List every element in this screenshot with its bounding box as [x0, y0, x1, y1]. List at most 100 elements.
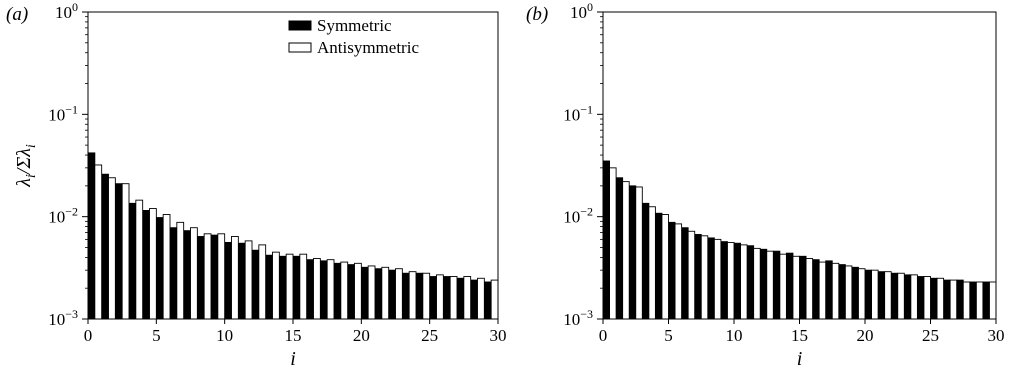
bar [217, 233, 226, 320]
bar [422, 272, 431, 320]
bar [838, 264, 846, 320]
bar [851, 266, 859, 320]
bar [903, 274, 912, 320]
y-tick-label: 10−3 [48, 307, 78, 329]
bar [162, 214, 171, 320]
bar [149, 208, 157, 320]
bar [108, 177, 116, 320]
bar [949, 279, 958, 320]
bar [169, 227, 178, 320]
bar [772, 250, 781, 320]
bar [313, 258, 321, 320]
bar [864, 269, 872, 320]
x-tick-label: 10 [216, 326, 233, 345]
bar [825, 260, 833, 320]
bar [114, 183, 123, 320]
bar [897, 272, 905, 320]
x-tick-label: 0 [84, 326, 93, 345]
x-tick-label: 0 [599, 326, 608, 345]
bar [753, 247, 761, 320]
legend-entry: Symmetric [317, 16, 392, 35]
bar [936, 277, 945, 320]
bar [962, 281, 971, 320]
bar [812, 259, 820, 320]
bar [766, 250, 774, 320]
bar [668, 221, 676, 320]
bar [733, 242, 741, 320]
bar [183, 230, 191, 320]
bar [244, 240, 253, 320]
bar [354, 262, 362, 320]
bar [477, 277, 485, 320]
bar [367, 265, 376, 320]
bar [340, 261, 349, 320]
bar [805, 258, 814, 320]
y-tick-label: 100 [570, 0, 593, 22]
chart-panel-b: 0 5 10 15 20 25 30 100 10−1 10−2 10−3 i (b) [526, 0, 1005, 370]
bar [381, 266, 390, 320]
bar [306, 259, 314, 320]
bar [490, 279, 499, 320]
bar [374, 268, 383, 320]
x-tick-label: 20 [353, 326, 370, 345]
bar [975, 281, 984, 320]
bar [203, 233, 212, 320]
legend-entry: Antisymmetric [317, 38, 419, 57]
bar [101, 173, 109, 320]
bar [299, 253, 308, 320]
bar [470, 279, 478, 320]
bar [436, 274, 444, 320]
bar [142, 210, 150, 320]
bar [759, 248, 768, 320]
bar [707, 237, 715, 320]
bar [265, 254, 273, 320]
bar [622, 181, 630, 320]
bar [674, 223, 683, 320]
bar [196, 236, 205, 320]
bar [694, 234, 702, 320]
bar [641, 202, 650, 320]
bar [858, 268, 866, 320]
bar [687, 230, 696, 320]
bar [408, 271, 417, 320]
bar [258, 244, 267, 320]
bar [602, 160, 610, 320]
legend-swatch [288, 20, 312, 31]
bar [681, 227, 689, 320]
bar [628, 185, 637, 320]
bar [720, 241, 728, 320]
bar [415, 272, 424, 320]
bar [746, 245, 755, 320]
x-tick-label: 10 [726, 326, 743, 345]
bar [347, 264, 355, 320]
x-tick-label: 15 [285, 326, 302, 345]
bar [285, 253, 294, 320]
bar [483, 281, 492, 320]
bar [401, 272, 410, 320]
bar [94, 164, 103, 320]
bar [463, 276, 472, 320]
bar [956, 279, 964, 320]
x-tick-label: 30 [988, 326, 1005, 345]
panel-label: (a) [6, 4, 28, 25]
bar [292, 255, 301, 320]
bar [799, 255, 807, 320]
bar [884, 271, 892, 320]
y-tick-label: 10−1 [563, 102, 593, 124]
bar [224, 241, 232, 320]
x-tick-label: 30 [490, 326, 507, 345]
x-tick-label: 5 [152, 326, 161, 345]
bar [700, 235, 709, 320]
bar [429, 276, 437, 320]
panel-label: (b) [526, 4, 548, 25]
bar [779, 253, 787, 320]
bar [740, 244, 748, 320]
bar [128, 202, 137, 320]
bar [943, 279, 951, 320]
bar [727, 241, 735, 320]
x-tick-label: 5 [664, 326, 673, 345]
bar [831, 262, 840, 320]
x-tick-label: 25 [421, 326, 438, 345]
bar [877, 271, 886, 320]
bar [615, 177, 624, 320]
